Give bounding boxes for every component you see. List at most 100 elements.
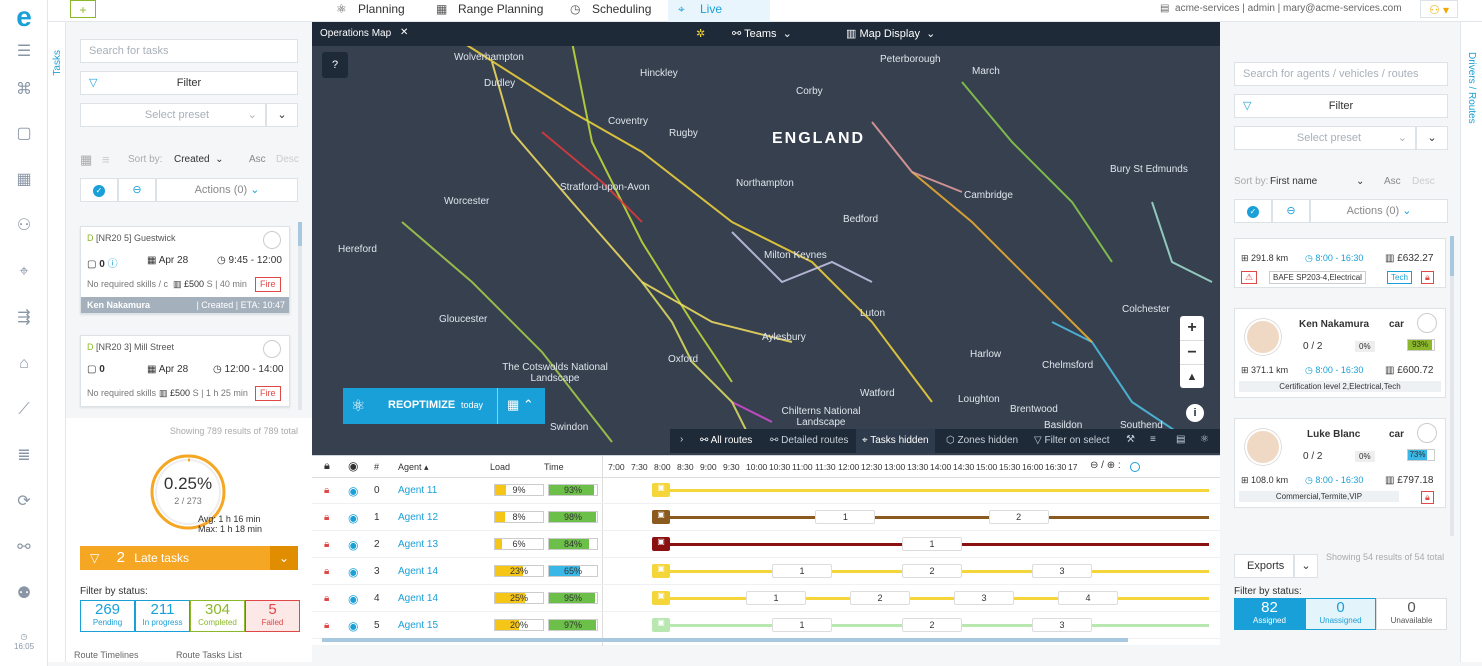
task-search-input[interactable]: Search for tasks — [80, 39, 298, 63]
settings-icon[interactable]: ✲ — [696, 28, 706, 40]
lock-icon[interactable]: 🔒︎ — [324, 620, 330, 631]
filter-on-select-toggle[interactable]: ▽ Filter on select — [1034, 435, 1110, 446]
timeline-row[interactable]: 🔒︎ ◉ 1 Agent 12 8% 98% ▣ 1 2 — [312, 505, 1220, 531]
timeline-row[interactable]: 🔒︎ ◉ 3 Agent 14 23% 65% ▣ 1 2 3 — [312, 559, 1220, 585]
status-filter-in-progress[interactable]: 211 In progress — [135, 600, 190, 632]
task-select-checkbox[interactable] — [263, 340, 281, 358]
chart-icon[interactable]: ▤ — [1176, 434, 1186, 445]
task-block[interactable]: 2 — [850, 591, 910, 605]
detailed-routes-toggle[interactable]: ⚯ Detailed routes — [770, 435, 849, 446]
chevron-down-icon[interactable]: ⌄ — [1356, 176, 1365, 187]
location-icon[interactable]: ⌖ — [19, 263, 29, 280]
agent-card[interactable]: Ken Nakamura car 0 / 2 0% 93% ⊞ 371.1 km… — [1234, 308, 1446, 398]
sort-asc[interactable]: Asc — [249, 154, 266, 165]
late-tasks-button[interactable]: ▽ 2 Late tasks ⌄ — [80, 546, 298, 570]
task-list-scrollbar[interactable] — [298, 222, 302, 410]
actions-button[interactable]: Actions (0) ⌄ — [1310, 199, 1448, 223]
grid-view-icon[interactable]: ▦ — [80, 152, 93, 167]
eye-icon[interactable]: ◉ — [348, 511, 359, 525]
routes-icon[interactable]: ⚛ — [1200, 434, 1209, 445]
tasks-vertical-tab[interactable]: Tasks — [48, 22, 66, 662]
sort-asc[interactable]: Asc — [1384, 176, 1401, 187]
filter-button[interactable]: ▽ Filter — [80, 71, 298, 95]
task-select-checkbox[interactable] — [263, 231, 281, 249]
box-icon[interactable]: ▢ — [16, 125, 32, 142]
lock-icon[interactable]: 🔒︎ — [324, 485, 330, 496]
timeline-row[interactable]: 🔒︎ ◉ 4 Agent 14 25% 95% ▣ 1 2 3 4 — [312, 586, 1220, 612]
preset-dropdown-button[interactable]: ⌄ — [1416, 126, 1448, 150]
eye-icon[interactable]: ◉ — [348, 459, 359, 473]
agent-link[interactable]: Agent 14 — [398, 566, 439, 577]
task-block[interactable]: 3 — [1032, 564, 1092, 578]
status-filter-completed[interactable]: 304 Completed — [190, 600, 245, 632]
status-filter-failed[interactable]: 5 Failed — [245, 600, 300, 632]
eye-icon[interactable]: ◉ — [348, 592, 359, 606]
status-filter-pending[interactable]: 269 Pending — [80, 600, 135, 632]
task-block[interactable]: 1 — [772, 564, 832, 578]
lock-icon[interactable]: 🔒︎ — [1421, 271, 1434, 284]
exports-button[interactable]: Exports — [1234, 554, 1294, 578]
operations-map[interactable]: Wolverhampton Dudley Hinckley Peterborough M… — [312, 22, 1220, 455]
preset-select[interactable]: Select preset ⌄ — [80, 103, 266, 127]
agent-card[interactable]: Luke Blanc car 0 / 2 0% 73% ⊞ 108.0 km ◷… — [1234, 418, 1446, 508]
exports-dropdown[interactable]: ⌄ — [1294, 554, 1318, 578]
list-view-icon[interactable]: ≡ — [102, 152, 110, 167]
select-all-button[interactable]: ✓ — [1234, 199, 1272, 223]
task-card[interactable]: D [NR20 3] Mill Street ▢ 0 ▦ Apr 28 ◷ 12… — [80, 335, 290, 407]
lock-icon[interactable]: 🔒︎ — [324, 539, 330, 550]
all-routes-toggle[interactable]: ⚯ All routes — [700, 435, 753, 446]
analytics-icon[interactable]: ⟋ — [18, 401, 30, 418]
report-icon[interactable]: ≣ — [17, 447, 31, 464]
actions-button[interactable]: Actions (0) ⌄ — [156, 178, 298, 202]
agent-link[interactable]: Agent 13 — [398, 539, 439, 550]
sync-icon[interactable]: ⟳ — [17, 493, 31, 510]
timeline-zoom-slider[interactable] — [1130, 462, 1220, 472]
agent-card[interactable]: ⊞ 291.8 km ◷ 8:00 - 16:30 ▥ £632.27 ⚠ BA… — [1234, 238, 1446, 288]
routes-icon[interactable]: ⌘ — [16, 81, 32, 98]
task-block[interactable]: 1 — [746, 591, 806, 605]
agent-link[interactable]: Agent 11 — [398, 485, 438, 496]
timeline-row[interactable]: 🔒︎ ◉ 5 Agent 15 20% 97% ▣ 1 2 3 — [312, 613, 1220, 639]
tab-scheduling[interactable]: ◷ Scheduling — [570, 2, 652, 16]
teams-dropdown[interactable]: ⚯ Teams ⌄ — [732, 28, 792, 40]
sort-desc[interactable]: Desc — [276, 154, 299, 165]
zones-hidden-toggle[interactable]: ⬡ Zones hidden — [946, 435, 1019, 446]
compass-icon[interactable]: ▲ — [1180, 364, 1204, 388]
menu-icon[interactable]: ☰ — [16, 43, 32, 60]
timeline-scrollbar[interactable] — [322, 638, 1128, 642]
agent-select-checkbox[interactable] — [1417, 423, 1437, 443]
task-block[interactable]: 2 — [902, 564, 962, 578]
tab-live[interactable]: ⌖ Live — [668, 0, 770, 22]
eye-icon[interactable]: ◉ — [348, 484, 359, 498]
eye-icon[interactable]: ◉ — [348, 538, 359, 552]
task-block[interactable]: 1 — [815, 510, 876, 524]
deselect-button[interactable]: ⊖ — [118, 178, 156, 202]
task-block[interactable]: 2 — [902, 618, 962, 632]
task-block[interactable]: 2 — [988, 510, 1049, 524]
map-display-dropdown[interactable]: ▥ Map Display ⌄ — [846, 28, 936, 40]
status-filter-unassigned[interactable]: 0 Unassigned — [1305, 598, 1376, 630]
lock-icon[interactable]: 🔒︎ — [1421, 491, 1434, 504]
zoom-timeline-icon[interactable]: ⊖ / ⊕ : — [1090, 460, 1121, 471]
tab-route-timelines[interactable]: Route Timelines — [74, 650, 139, 660]
preset-dropdown-button[interactable]: ⌄ — [266, 103, 298, 127]
store-icon[interactable]: ⌂ — [19, 355, 29, 372]
lock-icon[interactable]: 🔒︎ — [324, 593, 330, 604]
list-icon[interactable]: ≡ — [1150, 434, 1156, 445]
task-block[interactable]: 1 — [902, 537, 962, 551]
tab-route-tasks-list[interactable]: Route Tasks List — [176, 650, 242, 660]
agent-link[interactable]: Agent 12 — [398, 512, 439, 523]
add-tab-icon[interactable]: + — [70, 0, 96, 18]
eye-icon[interactable]: ◉ — [348, 565, 359, 579]
agent-search-input[interactable]: Search for agents / vehicles / routes — [1234, 62, 1448, 86]
status-filter-assigned[interactable]: 82 Assigned — [1234, 598, 1305, 630]
network-icon[interactable]: ⚯ — [17, 539, 31, 556]
delivery-icon[interactable]: ⇶ — [17, 309, 31, 326]
reoptimize-button[interactable]: ⚛ REOPTIMIZE today ▦ ⌃ — [343, 388, 545, 424]
select-all-button[interactable]: ✓ — [80, 178, 118, 202]
route-bar[interactable] — [657, 597, 1209, 600]
user-menu-button[interactable]: ⚇ ▾ — [1420, 0, 1458, 18]
chevron-down-icon[interactable]: ⌄ — [270, 546, 298, 570]
team-icon[interactable]: ⚉ — [16, 585, 32, 602]
agent-link[interactable]: Agent 15 — [398, 620, 439, 631]
